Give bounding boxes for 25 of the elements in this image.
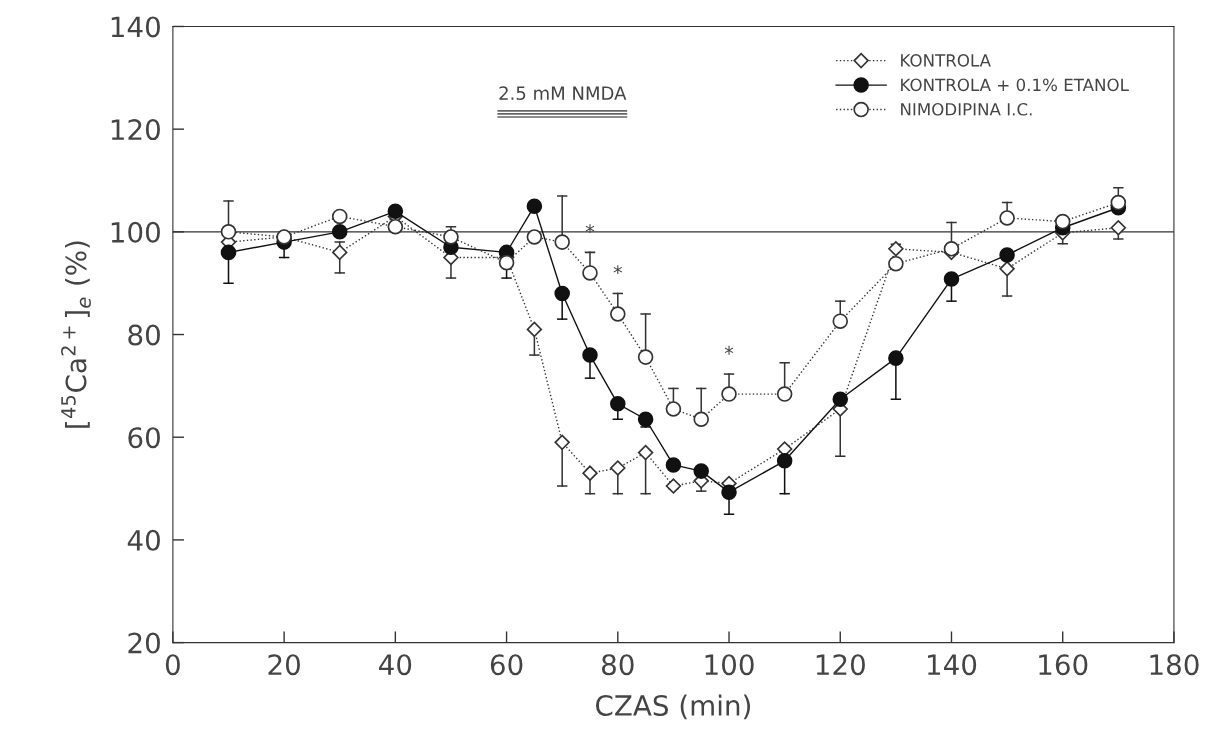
legend-label: NIMODIPINA I.C. — [901, 103, 1032, 116]
x-tick-label: 100 — [705, 654, 754, 676]
x-axis-title: CZAS (min) — [596, 694, 750, 720]
x-tick-label: 160 — [1039, 654, 1088, 676]
legend-label: KONTROLA — [901, 54, 991, 67]
y-axis-title: [$^{45}$Ca$^{2+}$]$_{e}$ (%) — [61, 241, 91, 428]
y-tick-label: 60 — [128, 427, 160, 449]
legend-label: KONTROLA + 0.1% ETANOL — [901, 78, 1129, 92]
x-tick-label: 120 — [816, 654, 865, 676]
annotation: * — [613, 265, 623, 275]
x-tick-label: 140 — [928, 654, 977, 676]
y-tick-label: 20 — [128, 632, 160, 654]
y-tick-label: 100 — [111, 221, 160, 243]
x-tick-label: 0 — [165, 654, 180, 676]
x-tick-label: 40 — [379, 654, 412, 676]
annotation: * — [724, 345, 734, 355]
y-tick-label: 140 — [111, 16, 160, 38]
x-tick-label: 20 — [268, 654, 300, 676]
x-tick-label: 60 — [490, 654, 523, 676]
x-tick-label: 180 — [1150, 654, 1199, 676]
annotation: 2.5 mM NMDA — [499, 86, 627, 100]
x-tick-label: 80 — [602, 654, 634, 676]
y-tick-label: 40 — [127, 529, 160, 551]
y-tick-label: 80 — [128, 324, 160, 346]
y-tick-label: 120 — [111, 119, 160, 141]
